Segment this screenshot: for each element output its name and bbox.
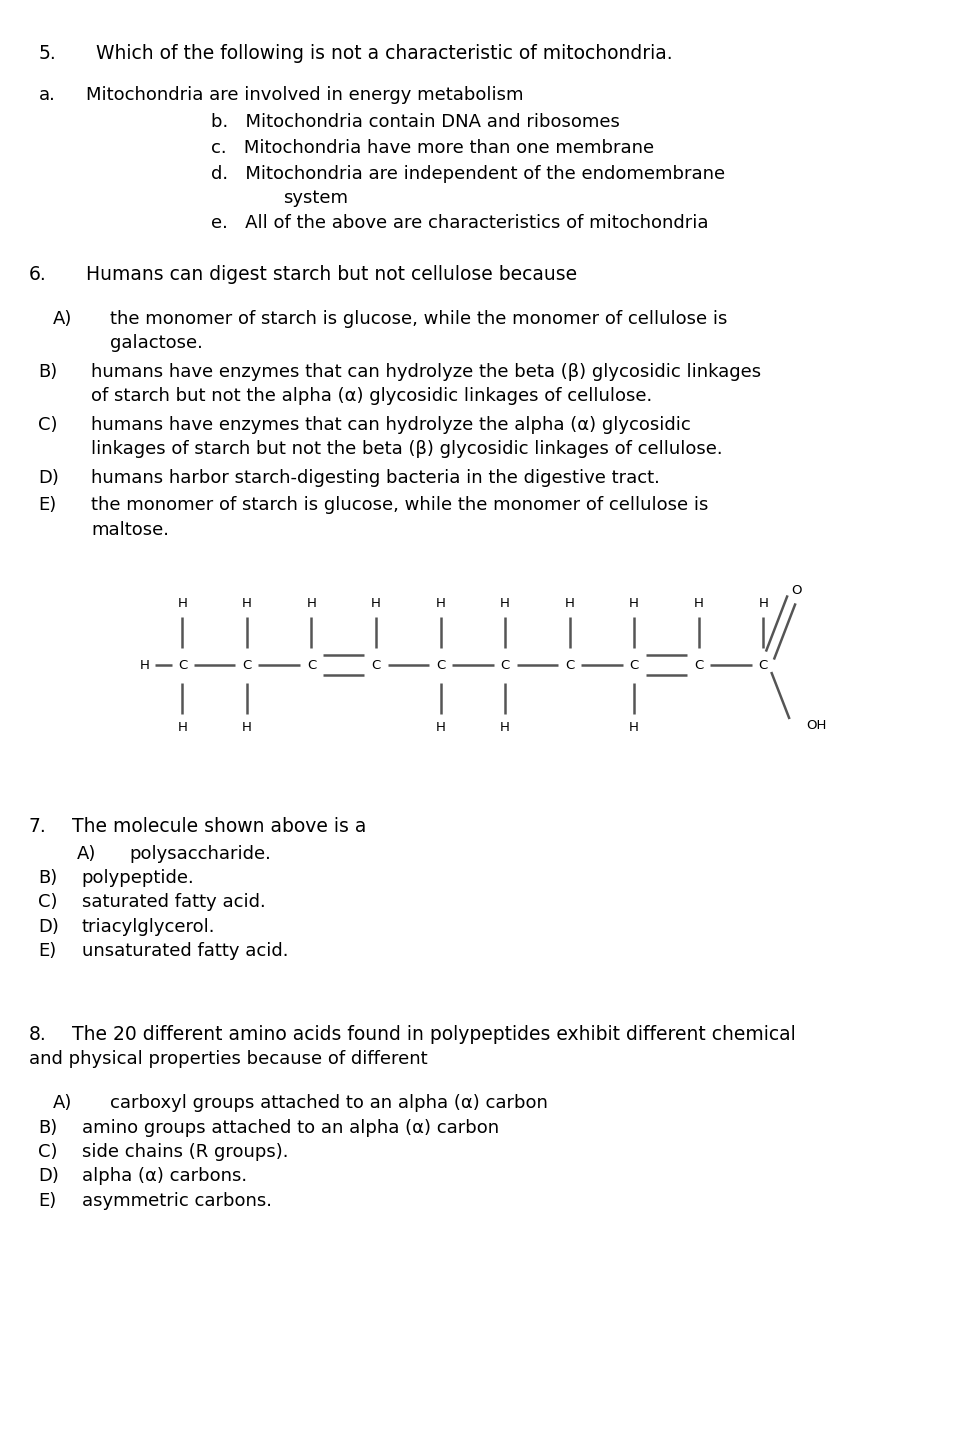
Text: polysaccharide.: polysaccharide. [130,845,272,863]
Text: humans have enzymes that can hydrolyze the alpha (α) glycosidic: humans have enzymes that can hydrolyze t… [91,416,691,435]
Text: side chains (R groups).: side chains (R groups). [82,1143,288,1162]
Text: E): E) [38,496,57,515]
Text: C): C) [38,416,58,435]
Text: C): C) [38,1143,58,1162]
Text: C: C [307,658,316,673]
Text: H: H [306,597,317,611]
Text: triacylglycerol.: triacylglycerol. [82,918,215,936]
Text: H: H [178,720,187,734]
Text: 7.: 7. [29,817,46,836]
Text: the monomer of starch is glucose, while the monomer of cellulose is: the monomer of starch is glucose, while … [91,496,708,515]
Text: Humans can digest starch but not cellulose because: Humans can digest starch but not cellulo… [86,265,578,284]
Text: H: H [694,597,704,611]
Text: 8.: 8. [29,1025,46,1044]
Text: saturated fatty acid.: saturated fatty acid. [82,893,265,912]
Text: linkages of starch but not the beta (β) glycosidic linkages of cellulose.: linkages of starch but not the beta (β) … [91,440,723,459]
Text: C: C [630,658,638,673]
Text: C: C [178,658,187,673]
Text: b.   Mitochondria contain DNA and ribosomes: b. Mitochondria contain DNA and ribosome… [211,113,620,132]
Text: E): E) [38,942,57,961]
Text: humans have enzymes that can hydrolyze the beta (β) glycosidic linkages: humans have enzymes that can hydrolyze t… [91,363,761,381]
Text: unsaturated fatty acid.: unsaturated fatty acid. [82,942,288,961]
Text: C: C [242,658,252,673]
Text: a.: a. [38,86,56,105]
Text: D): D) [38,918,60,936]
Text: The molecule shown above is a: The molecule shown above is a [72,817,367,836]
Text: Mitochondria are involved in energy metabolism: Mitochondria are involved in energy meta… [86,86,524,105]
Text: system: system [283,189,348,208]
Text: C: C [694,658,704,673]
Text: D): D) [38,469,60,488]
Text: H: H [500,597,510,611]
Text: humans harbor starch-digesting bacteria in the digestive tract.: humans harbor starch-digesting bacteria … [91,469,660,488]
Text: d.   Mitochondria are independent of the endomembrane: d. Mitochondria are independent of the e… [211,165,726,184]
Text: C: C [372,658,380,673]
Text: C: C [500,658,510,673]
Text: c.   Mitochondria have more than one membrane: c. Mitochondria have more than one membr… [211,139,655,158]
Text: D): D) [38,1167,60,1186]
Text: 6.: 6. [29,265,46,284]
Text: A): A) [53,1094,72,1113]
Text: H: H [500,720,510,734]
Text: B): B) [38,1119,58,1137]
Text: H: H [372,597,381,611]
Text: asymmetric carbons.: asymmetric carbons. [82,1192,272,1210]
Text: OH: OH [806,718,827,731]
Text: the monomer of starch is glucose, while the monomer of cellulose is: the monomer of starch is glucose, while … [110,310,728,328]
Text: and physical properties because of different: and physical properties because of diffe… [29,1050,427,1068]
Text: H: H [436,720,445,734]
Text: carboxyl groups attached to an alpha (α) carbon: carboxyl groups attached to an alpha (α)… [110,1094,548,1113]
Text: A): A) [77,845,96,863]
Text: H: H [242,720,252,734]
Text: H: H [629,720,639,734]
Text: amino groups attached to an alpha (α) carbon: amino groups attached to an alpha (α) ca… [82,1119,499,1137]
Text: e.   All of the above are characteristics of mitochondria: e. All of the above are characteristics … [211,214,708,232]
Text: B): B) [38,363,58,381]
Text: B): B) [38,869,58,888]
Text: H: H [140,658,150,673]
Text: H: H [758,597,768,611]
Text: of starch but not the alpha (α) glycosidic linkages of cellulose.: of starch but not the alpha (α) glycosid… [91,387,653,406]
Text: H: H [242,597,252,611]
Text: C: C [565,658,574,673]
Text: C: C [436,658,445,673]
Text: A): A) [53,310,72,328]
Text: E): E) [38,1192,57,1210]
Text: C): C) [38,893,58,912]
Text: H: H [436,597,445,611]
Text: H: H [178,597,187,611]
Text: alpha (α) carbons.: alpha (α) carbons. [82,1167,247,1186]
Text: Which of the following is not a characteristic of mitochondria.: Which of the following is not a characte… [96,44,673,63]
Text: H: H [629,597,639,611]
Text: maltose.: maltose. [91,521,169,539]
Text: H: H [564,597,574,611]
Text: galactose.: galactose. [110,334,204,353]
Text: 5.: 5. [38,44,56,63]
Text: O: O [791,584,802,598]
Text: polypeptide.: polypeptide. [82,869,194,888]
Text: C: C [758,658,768,673]
Text: The 20 different amino acids found in polypeptides exhibit different chemical: The 20 different amino acids found in po… [72,1025,796,1044]
